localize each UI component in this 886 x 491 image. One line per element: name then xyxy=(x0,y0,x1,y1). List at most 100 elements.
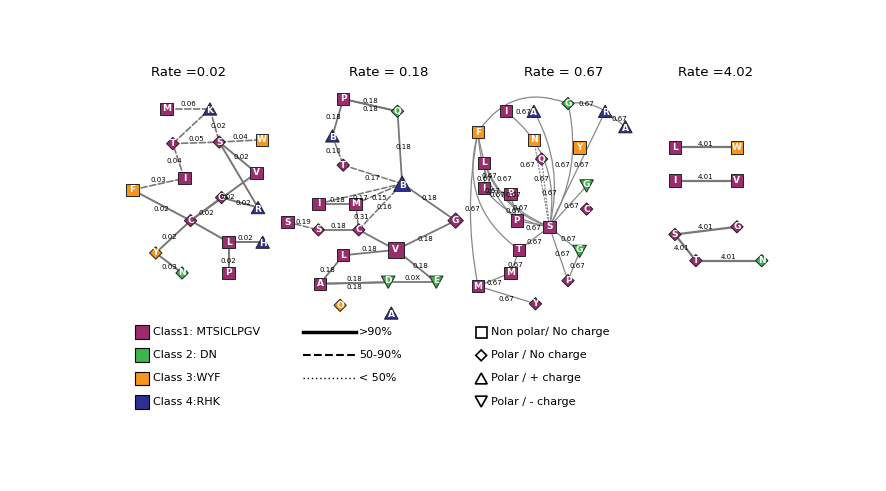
Text: C: C xyxy=(187,216,194,225)
Bar xyxy=(178,172,190,185)
Bar xyxy=(160,103,173,115)
Text: Q: Q xyxy=(538,155,546,164)
Text: 0.02: 0.02 xyxy=(211,123,226,129)
Bar xyxy=(513,244,525,256)
Polygon shape xyxy=(334,299,346,311)
Bar xyxy=(478,182,491,194)
Text: 0.04: 0.04 xyxy=(167,158,183,164)
Polygon shape xyxy=(580,203,593,215)
Bar xyxy=(349,197,361,210)
Text: A: A xyxy=(531,109,538,117)
Bar xyxy=(312,197,324,210)
Text: 0.18: 0.18 xyxy=(346,276,362,282)
Text: < 50%: < 50% xyxy=(359,374,396,383)
Text: 0.18: 0.18 xyxy=(330,223,346,229)
Text: P: P xyxy=(514,216,520,225)
Polygon shape xyxy=(150,247,162,259)
Text: 0.67: 0.67 xyxy=(526,239,542,245)
Text: 0.02: 0.02 xyxy=(220,194,235,200)
Bar xyxy=(500,105,512,117)
Text: 0.18: 0.18 xyxy=(418,236,433,242)
Polygon shape xyxy=(527,105,540,117)
Text: V: V xyxy=(734,176,741,185)
Text: 0.18: 0.18 xyxy=(325,114,341,120)
Text: F: F xyxy=(475,128,481,136)
Text: S: S xyxy=(672,230,678,239)
Text: Polar / No charge: Polar / No charge xyxy=(491,351,587,360)
Bar xyxy=(669,174,681,187)
FancyArrowPatch shape xyxy=(535,114,555,224)
Text: 0.18: 0.18 xyxy=(362,106,378,112)
Text: L: L xyxy=(672,143,678,152)
Text: I: I xyxy=(673,176,677,185)
Text: 0.03: 0.03 xyxy=(151,177,167,183)
FancyArrowPatch shape xyxy=(486,191,547,226)
FancyArrowPatch shape xyxy=(571,103,602,110)
Polygon shape xyxy=(448,213,463,228)
Text: T: T xyxy=(516,246,523,254)
Text: 0.67: 0.67 xyxy=(506,208,522,214)
Bar xyxy=(510,215,523,227)
Text: B: B xyxy=(399,181,406,190)
Bar xyxy=(528,134,540,146)
Text: 0.0X: 0.0X xyxy=(404,275,420,281)
Bar xyxy=(504,188,517,200)
Polygon shape xyxy=(476,350,486,361)
Text: B: B xyxy=(329,133,336,142)
Text: G: G xyxy=(734,222,741,231)
Text: M: M xyxy=(474,281,483,291)
Text: G: G xyxy=(576,246,583,254)
FancyArrowPatch shape xyxy=(542,162,549,224)
FancyArrowPatch shape xyxy=(470,135,478,283)
Text: 4.01: 4.01 xyxy=(698,140,714,147)
Polygon shape xyxy=(598,105,612,117)
Text: H: H xyxy=(259,239,267,248)
Text: N: N xyxy=(530,135,538,144)
Text: 4.01: 4.01 xyxy=(721,254,736,260)
Polygon shape xyxy=(312,224,324,236)
Polygon shape xyxy=(756,254,768,267)
Text: B: B xyxy=(507,189,514,198)
Bar xyxy=(472,126,485,138)
Bar xyxy=(478,157,491,169)
Text: 0.18: 0.18 xyxy=(362,98,378,104)
Text: 0.67: 0.67 xyxy=(507,262,523,268)
Text: W: W xyxy=(732,143,742,152)
Text: 0.67: 0.67 xyxy=(490,192,505,198)
Polygon shape xyxy=(381,276,395,288)
Text: G: G xyxy=(564,99,571,108)
Text: 0.18: 0.18 xyxy=(346,284,362,290)
FancyArrowPatch shape xyxy=(486,165,547,226)
Bar xyxy=(222,267,235,279)
Text: 0.67: 0.67 xyxy=(561,236,576,242)
Bar xyxy=(126,184,138,196)
Text: Y: Y xyxy=(152,248,159,257)
Text: A: A xyxy=(316,279,323,288)
Text: 0.67: 0.67 xyxy=(485,188,501,194)
Text: O: O xyxy=(337,301,344,310)
Text: M: M xyxy=(506,269,515,277)
Text: >90%: >90% xyxy=(359,327,392,337)
Polygon shape xyxy=(535,153,548,165)
Text: Polar / + charge: Polar / + charge xyxy=(491,374,581,383)
FancyArrowPatch shape xyxy=(479,97,565,130)
Text: P: P xyxy=(340,94,346,104)
Text: Rate = 0.18: Rate = 0.18 xyxy=(348,66,428,79)
Text: L: L xyxy=(340,251,346,260)
Polygon shape xyxy=(385,307,398,319)
Text: 4.01: 4.01 xyxy=(698,224,714,230)
Bar xyxy=(337,249,349,261)
Bar xyxy=(281,216,293,228)
Bar xyxy=(388,242,404,258)
Polygon shape xyxy=(529,298,541,310)
Polygon shape xyxy=(256,236,269,248)
Text: 0.67: 0.67 xyxy=(570,263,586,269)
Text: A: A xyxy=(388,310,395,319)
Text: 0.18: 0.18 xyxy=(330,197,345,203)
Text: 50-90%: 50-90% xyxy=(359,351,401,360)
Text: R: R xyxy=(254,205,261,214)
Text: Y: Y xyxy=(577,143,583,152)
Bar xyxy=(135,326,149,339)
Text: A: A xyxy=(622,124,629,133)
Polygon shape xyxy=(573,246,587,258)
